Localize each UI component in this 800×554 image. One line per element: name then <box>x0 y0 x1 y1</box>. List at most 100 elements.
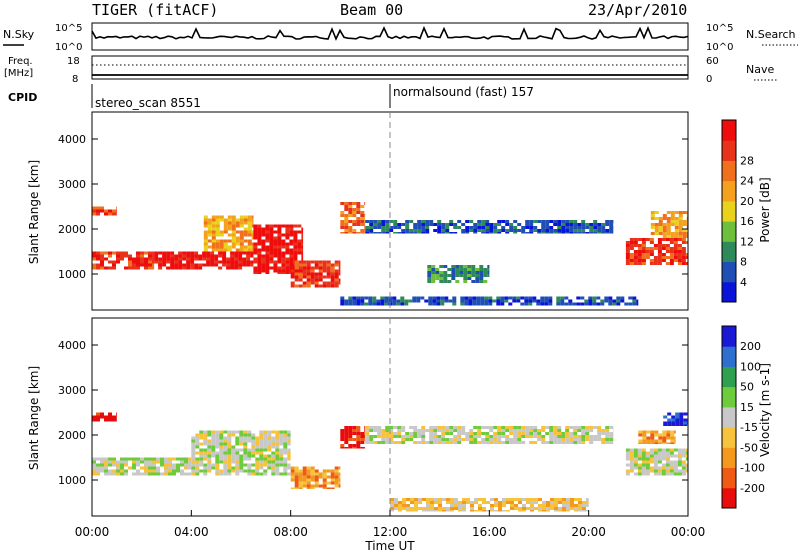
heatmap-cell-6 <box>542 504 546 507</box>
heatmap-cell-7 <box>477 220 482 223</box>
heatmap-cell-2 <box>166 254 171 258</box>
heatmap-cell-9 <box>679 415 684 419</box>
freq-label-1: Freq. <box>8 56 33 67</box>
heatmap-cell-2 <box>166 257 171 261</box>
heatmap-cell-2 <box>263 430 268 434</box>
heatmap-cell-5 <box>501 435 506 438</box>
heatmap-cell-4 <box>293 245 298 249</box>
heatmap-cell-6 <box>352 229 357 232</box>
heatmap-cell-7 <box>677 451 682 455</box>
heatmap-cell-2 <box>235 457 240 461</box>
heatmap-cell-1 <box>176 466 180 470</box>
heatmap-cell-4 <box>269 230 274 234</box>
colorbar-swatch <box>722 326 736 347</box>
heatmap-cell-8 <box>479 274 484 277</box>
heatmap-cell-0 <box>116 415 117 419</box>
heatmap-cell-7 <box>625 472 630 476</box>
heatmap-cell-3 <box>235 236 240 240</box>
heatmap-cell-9 <box>472 299 477 303</box>
heatmap-cell-1 <box>168 457 172 461</box>
heatmap-cell-4 <box>285 233 290 237</box>
heatmap-cell-10 <box>649 250 654 253</box>
heatmap-cell-2 <box>195 463 200 467</box>
heatmap-cell-7 <box>493 226 498 229</box>
heatmap-cell-7 <box>489 232 494 234</box>
heatmap-cell-6 <box>438 504 442 507</box>
heatmap-cell-9 <box>524 302 529 306</box>
heatmap-cell-4 <box>285 272 290 274</box>
nsky-label: N.Sky <box>3 28 35 41</box>
heatmap-cell-7 <box>645 460 650 464</box>
heatmap-cell-4 <box>289 260 294 264</box>
colorbar-swatch <box>722 221 736 242</box>
heatmap-cell-9 <box>368 299 373 303</box>
heatmap-cell-11 <box>686 217 689 220</box>
heatmap-cell-5 <box>581 435 586 438</box>
heatmap-cell-7 <box>417 223 422 226</box>
heatmap-cell-6 <box>530 498 534 501</box>
heatmap-cell-2 <box>231 433 236 437</box>
heatmap-cell-5 <box>330 269 335 273</box>
heatmap-cell-9 <box>344 299 349 303</box>
heatmap-cell-6 <box>566 507 570 510</box>
heatmap-cell-9 <box>468 299 473 303</box>
heatmap-cell-2 <box>255 460 260 464</box>
heatmap-cell-8 <box>638 433 643 437</box>
heatmap-cell-6 <box>538 510 542 512</box>
heatmap-cell-5 <box>589 438 594 441</box>
heatmap-cell-1 <box>116 257 120 261</box>
colorbar-tick-label: 12 <box>740 235 754 248</box>
heatmap-cell-7 <box>457 226 462 229</box>
heatmap-cell-9 <box>675 418 680 422</box>
heatmap-cell-7 <box>629 460 634 464</box>
heatmap-cell-3 <box>211 221 216 225</box>
heatmap-cell-9 <box>340 299 345 303</box>
heatmap-cell-1 <box>152 266 155 270</box>
heatmap-cell-2 <box>207 466 212 470</box>
heatmap-cell-3 <box>247 245 252 249</box>
heatmap-cell-6 <box>494 504 498 507</box>
heatmap-cell-5 <box>365 432 370 435</box>
heatmap-cell-5 <box>449 441 454 444</box>
heatmap-cell-5 <box>389 435 394 438</box>
heatmap-cell-7 <box>577 226 582 229</box>
heatmap-cell-5 <box>589 441 594 444</box>
heatmap-cell-3 <box>207 230 212 234</box>
heatmap-cell-5 <box>326 260 331 264</box>
colorbar-swatch <box>722 200 736 222</box>
heatmap-cell-9 <box>444 299 449 303</box>
heatmap-cell-1 <box>132 460 136 464</box>
heatmap-cell-2 <box>263 445 268 449</box>
heatmap-cell-2 <box>178 266 183 270</box>
heatmap-cell-5 <box>310 272 315 276</box>
heatmap-cell-4 <box>364 438 366 441</box>
heatmap-cell-5 <box>373 441 378 444</box>
heatmap-cell-8 <box>654 433 659 437</box>
heatmap-cell-5 <box>318 272 323 276</box>
heatmap-cell-7 <box>673 469 678 473</box>
heatmap-cell-0 <box>100 412 104 416</box>
heatmap-cell-1 <box>104 251 108 255</box>
heatmap-cell-2 <box>215 466 220 470</box>
heatmap-cell-2 <box>203 448 208 452</box>
heatmap-cell-2 <box>231 469 236 473</box>
heatmap-cell-2 <box>199 430 204 434</box>
heatmap-cell-10 <box>661 247 666 250</box>
heatmap-cell-1 <box>156 469 160 473</box>
heatmap-cell-11 <box>674 217 679 220</box>
heatmap-cell-10 <box>681 256 686 259</box>
heatmap-cell-6 <box>554 504 558 507</box>
heatmap-cell-3 <box>211 233 216 237</box>
heatmap-cell-9 <box>580 302 585 306</box>
heatmap-cell-10 <box>669 259 674 262</box>
heatmap-cell-5 <box>298 275 303 279</box>
heatmap-cell-4 <box>273 263 278 267</box>
heatmap-cell-4 <box>348 444 353 447</box>
heatmap-cell-6 <box>360 214 365 217</box>
heatmap-cell-2 <box>271 436 276 440</box>
heatmap-cell-6 <box>348 208 353 211</box>
heatmap-cell-8 <box>650 430 655 434</box>
heatmap-cell-5 <box>326 266 331 270</box>
heatmap-cell-7 <box>393 220 398 223</box>
